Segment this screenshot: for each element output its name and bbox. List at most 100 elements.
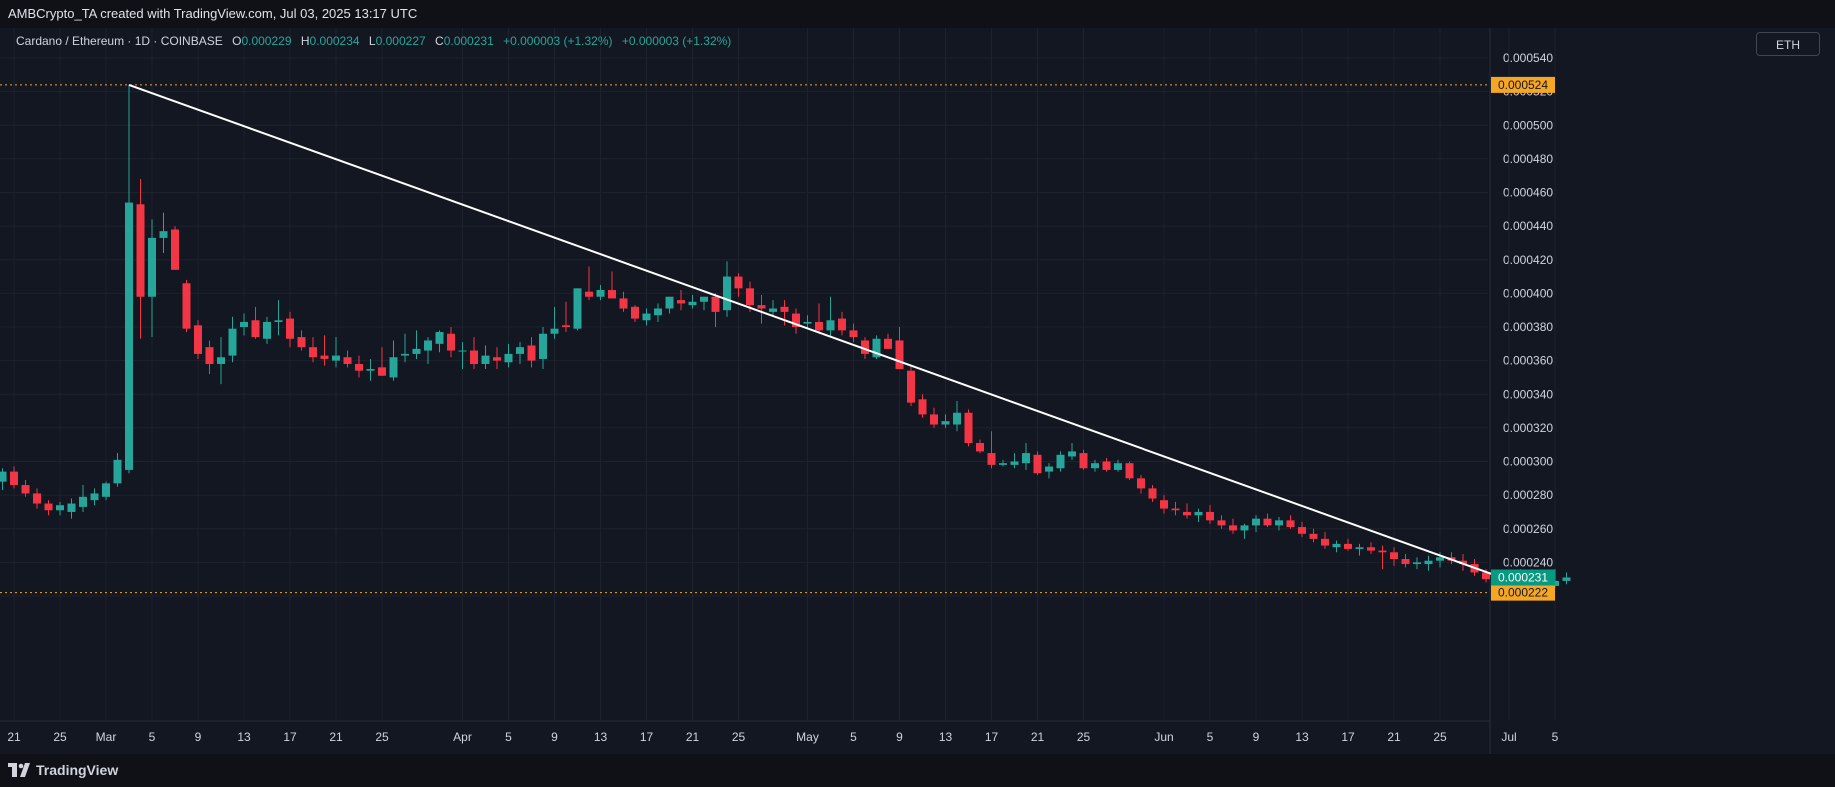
descending-trendline[interactable]: [128, 83, 1544, 594]
candle[interactable]: [1217, 515, 1226, 529]
candle[interactable]: [447, 327, 455, 358]
candle[interactable]: [355, 355, 363, 378]
candle[interactable]: [964, 409, 973, 447]
candle[interactable]: [1378, 545, 1387, 570]
candle[interactable]: [573, 288, 582, 331]
candle[interactable]: [1171, 501, 1180, 516]
candle[interactable]: [769, 300, 777, 316]
candle[interactable]: [1309, 528, 1318, 543]
candle[interactable]: [44, 500, 53, 516]
candle[interactable]: [0, 468, 7, 491]
candle[interactable]: [999, 459, 1007, 467]
candle[interactable]: [677, 290, 685, 311]
candle[interactable]: [1114, 459, 1122, 472]
candle[interactable]: [1137, 474, 1145, 494]
candle[interactable]: [1321, 532, 1329, 549]
candle[interactable]: [1459, 553, 1467, 571]
candle[interactable]: [1091, 459, 1099, 472]
candle[interactable]: [1056, 451, 1065, 472]
candle[interactable]: [918, 394, 927, 418]
candle[interactable]: [493, 347, 501, 370]
candle[interactable]: [711, 293, 720, 327]
candle[interactable]: [182, 279, 191, 333]
candle[interactable]: [228, 316, 237, 363]
candle[interactable]: [1022, 443, 1030, 470]
candle[interactable]: [562, 301, 570, 333]
candle[interactable]: [1252, 515, 1260, 533]
candle[interactable]: [1367, 542, 1375, 554]
candle[interactable]: [1102, 458, 1111, 472]
candle[interactable]: [1068, 443, 1076, 460]
candle[interactable]: [366, 358, 375, 381]
candle[interactable]: [159, 212, 168, 254]
candle[interactable]: [1275, 516, 1283, 531]
candle[interactable]: [251, 306, 260, 339]
candle[interactable]: [343, 350, 352, 368]
candle[interactable]: [884, 333, 892, 349]
candle[interactable]: [815, 303, 823, 334]
candle[interactable]: [1206, 505, 1214, 524]
candle[interactable]: [90, 488, 99, 506]
candle[interactable]: [688, 295, 697, 309]
candle[interactable]: [585, 266, 593, 301]
candle[interactable]: [987, 431, 996, 469]
candle[interactable]: [527, 337, 536, 368]
candle[interactable]: [872, 335, 881, 359]
candle[interactable]: [378, 347, 386, 376]
candle[interactable]: [320, 335, 329, 366]
candle[interactable]: [1562, 572, 1571, 585]
candle[interactable]: [608, 271, 616, 299]
candle[interactable]: [907, 365, 915, 407]
candle[interactable]: [194, 320, 202, 359]
legend-symbol[interactable]: Cardano / Ethereum · 1D · COINBASE: [16, 34, 223, 48]
candle[interactable]: [1424, 555, 1433, 571]
candle[interactable]: [642, 308, 651, 326]
candle[interactable]: [332, 337, 340, 368]
candle[interactable]: [470, 337, 478, 370]
candle[interactable]: [309, 337, 317, 363]
candle[interactable]: [240, 313, 248, 336]
candle[interactable]: [941, 414, 950, 428]
candle[interactable]: [412, 330, 421, 359]
candle[interactable]: [1344, 538, 1352, 551]
candle[interactable]: [1355, 543, 1364, 556]
candle[interactable]: [33, 488, 41, 509]
candle[interactable]: [1229, 518, 1237, 534]
candle[interactable]: [67, 498, 76, 519]
candle[interactable]: [930, 407, 938, 428]
candlestick-chart[interactable]: 0.0005400.0005200.0005000.0004800.000460…: [0, 28, 1835, 754]
candle[interactable]: [113, 453, 122, 487]
candle[interactable]: [1033, 451, 1042, 475]
candle[interactable]: [297, 330, 306, 351]
candle[interactable]: [205, 340, 214, 375]
candle[interactable]: [700, 296, 708, 311]
candle[interactable]: [504, 343, 513, 368]
candle[interactable]: [10, 466, 18, 489]
candle[interactable]: [171, 226, 179, 270]
candle[interactable]: [757, 295, 766, 324]
candle[interactable]: [1413, 557, 1421, 570]
candle[interactable]: [1332, 540, 1341, 553]
candle[interactable]: [401, 333, 409, 363]
candle[interactable]: [1298, 522, 1306, 538]
candle[interactable]: [389, 340, 398, 381]
candle[interactable]: [148, 219, 156, 338]
candle[interactable]: [654, 303, 662, 322]
candle[interactable]: [826, 296, 835, 338]
candle[interactable]: [516, 342, 524, 364]
candle[interactable]: [481, 345, 490, 370]
candle[interactable]: [838, 311, 846, 336]
candle[interactable]: [1194, 508, 1203, 523]
candle[interactable]: [1125, 461, 1134, 480]
candle[interactable]: [136, 179, 145, 339]
candle[interactable]: [458, 342, 467, 370]
candle[interactable]: [953, 400, 961, 432]
candle[interactable]: [539, 327, 547, 370]
candle[interactable]: [424, 337, 432, 364]
candle[interactable]: [976, 439, 984, 454]
candle[interactable]: [803, 315, 812, 329]
candle[interactable]: [861, 337, 869, 359]
candle[interactable]: [734, 273, 743, 297]
candle[interactable]: [274, 300, 283, 336]
candle[interactable]: [125, 84, 133, 474]
